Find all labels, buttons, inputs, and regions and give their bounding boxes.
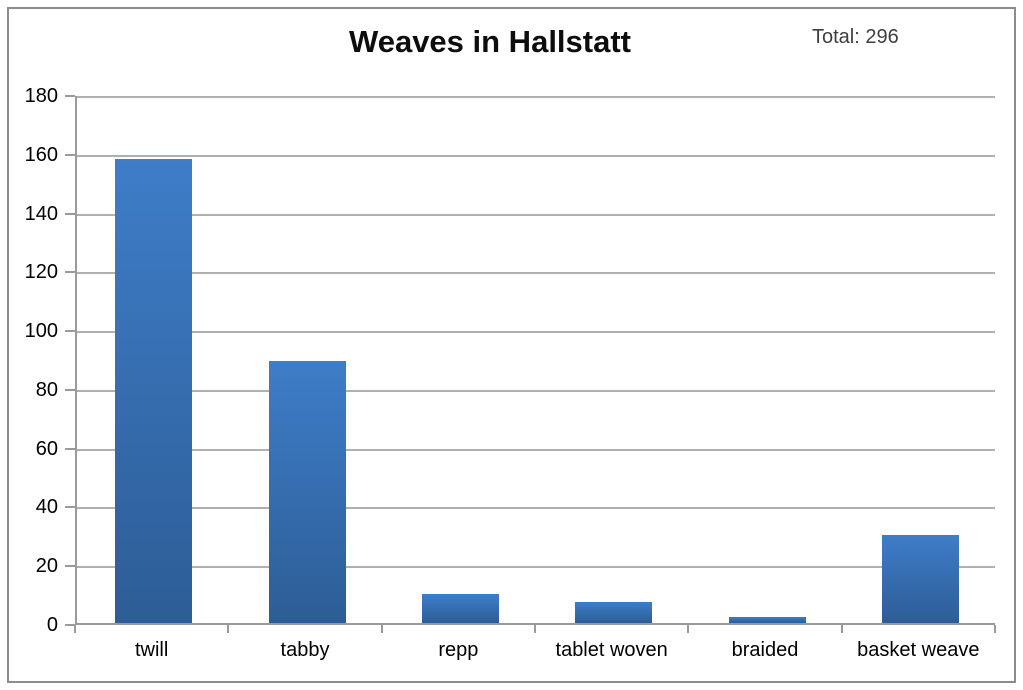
x-tick [227, 625, 230, 633]
x-axis-label: basket weave [857, 639, 980, 661]
gridline [77, 96, 995, 98]
y-tick [65, 447, 75, 450]
x-tick [74, 625, 76, 633]
y-tick [65, 153, 75, 156]
x-axis-label: tablet woven [555, 639, 668, 661]
x-tick [380, 625, 383, 633]
y-tick [65, 565, 75, 568]
gridline [77, 448, 995, 451]
y-axis-label: 20 [35, 555, 58, 578]
x-axis-label: braided [731, 639, 799, 661]
y-axis-label: 0 [46, 614, 58, 636]
y-tick [65, 388, 75, 391]
bar-braided [728, 617, 806, 623]
y-tick [65, 95, 75, 97]
x-axis-label: twill [134, 639, 169, 661]
plot-area [75, 96, 995, 625]
y-axis-label: 80 [35, 378, 58, 401]
bar-repp [421, 593, 499, 623]
y-tick [65, 330, 75, 333]
y-axis-label: 100 [24, 320, 58, 343]
bar-tablet-woven [575, 602, 653, 623]
y-tick [65, 624, 75, 626]
y-tick [65, 271, 75, 274]
gridline [77, 154, 995, 157]
y-axis-label: 60 [35, 437, 58, 460]
gridline [77, 213, 995, 216]
x-axis-label: tabby [280, 639, 330, 661]
gridline [77, 272, 995, 275]
bar-tabby [268, 361, 346, 623]
x-tick [687, 625, 690, 633]
chart-title: Weaves in Hallstatt [349, 24, 631, 59]
x-tick [840, 625, 843, 633]
gridline [77, 566, 995, 569]
bar-basket-weave [881, 534, 959, 623]
gridline [77, 331, 995, 334]
x-tick [534, 625, 536, 633]
bar-twill [115, 158, 193, 623]
y-axis-label: 140 [24, 202, 58, 225]
total-annotation: Total: 296 [812, 26, 899, 48]
y-axis-label: 40 [35, 496, 58, 519]
y-axis-label: 160 [24, 143, 58, 166]
gridline [77, 389, 995, 392]
y-tick [65, 506, 75, 509]
x-tick [994, 625, 996, 633]
y-tick [65, 212, 75, 215]
y-axis-label: 180 [24, 85, 58, 107]
x-axis-label: repp [438, 639, 479, 661]
gridline [77, 507, 995, 510]
y-axis-label: 120 [24, 261, 58, 284]
